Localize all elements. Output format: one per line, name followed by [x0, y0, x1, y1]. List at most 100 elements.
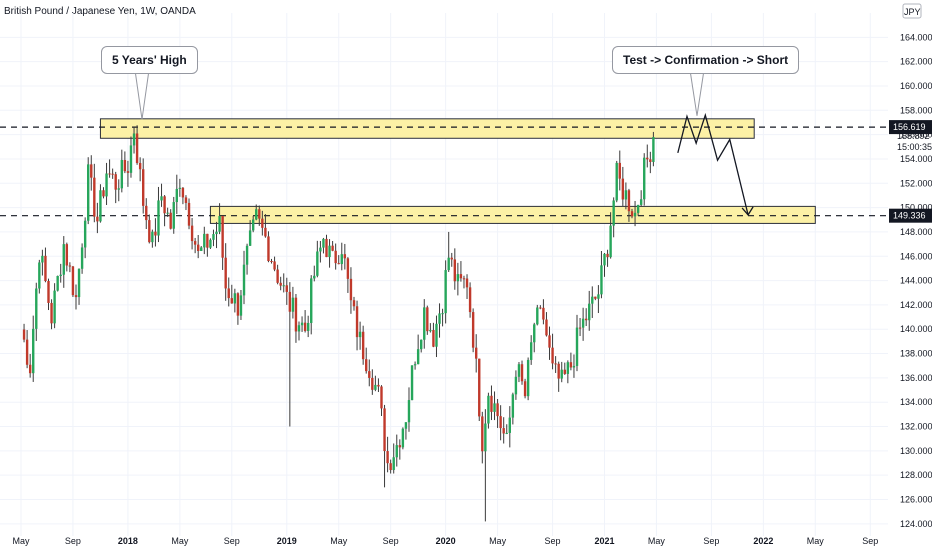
candle-body [566, 362, 570, 374]
chart-title: British Pound / Japanese Yen, 1W, OANDA [4, 6, 196, 17]
candle-body [154, 231, 157, 236]
y-tick-label: 156.000 [900, 130, 932, 140]
candle-body [395, 445, 398, 458]
candle-body [96, 216, 99, 222]
projection-path [134, 69, 754, 216]
candle-body [80, 247, 84, 269]
candle-body [203, 233, 206, 248]
candle-body [151, 231, 154, 243]
candle-body [123, 159, 127, 172]
y-tick-label: 140.000 [900, 324, 932, 334]
price-axis[interactable]: 124.000 126.000 128.000 130.000 132.000 134.0… [889, 3, 932, 529]
candle-body [90, 164, 93, 178]
x-tick-label: Sep [545, 536, 561, 546]
x-tick-label: 2022 [753, 536, 773, 546]
candle-body [569, 362, 573, 368]
candle-body [285, 285, 288, 292]
candle-body [380, 386, 383, 409]
y-tick-label: 130.000 [900, 446, 932, 456]
candle-body [306, 322, 310, 331]
candle-body [361, 331, 365, 360]
candle-body [429, 330, 432, 332]
candle-body [404, 422, 408, 429]
y-tick-label: 126.000 [900, 495, 932, 505]
y-tick-label: 158.000 [900, 105, 932, 115]
x-tick-label: 2018 [118, 536, 138, 546]
candle-body [533, 324, 536, 343]
candle-body [331, 245, 334, 251]
candle-body [255, 209, 258, 220]
candle-body [288, 291, 292, 312]
candle-body [468, 287, 472, 313]
current-price-label: 155.892 [897, 131, 930, 141]
candle-body [371, 377, 374, 390]
candle-body [28, 364, 32, 374]
candle-body [251, 219, 255, 231]
candle-body [212, 234, 215, 240]
candle-body [87, 164, 90, 221]
candle-body [563, 369, 566, 374]
candle-body [526, 359, 530, 397]
candle-body [444, 270, 447, 314]
candle-body [233, 293, 237, 304]
candle-body [215, 231, 218, 235]
candle-body [93, 177, 96, 217]
candle-body [545, 319, 548, 336]
x-tick-label: May [330, 536, 348, 546]
candle-body [297, 325, 301, 332]
candle-body [276, 269, 279, 283]
candle-body [264, 227, 267, 237]
candle-body [615, 162, 618, 201]
plan-callout: Test -> Confirmation -> Short [612, 46, 800, 74]
candle-body [618, 162, 621, 179]
candle-body [242, 264, 246, 296]
candle-body [578, 327, 582, 329]
currency-label: JPY [904, 7, 921, 17]
candle-body [413, 364, 417, 366]
candle-body [462, 278, 466, 280]
candle-body [548, 335, 551, 348]
candle-body [145, 205, 148, 221]
candle-body [114, 174, 117, 190]
candle-body [643, 157, 646, 200]
candle-body [600, 265, 603, 295]
candle-body [508, 417, 511, 433]
candle-body [438, 313, 441, 324]
candle-body [132, 133, 136, 146]
candle-body [65, 244, 69, 266]
currency-badge [902, 3, 922, 19]
candle-body [239, 295, 243, 316]
countdown-label: 15:00:35 [897, 142, 932, 152]
candle-body [310, 278, 313, 323]
candle-body [511, 394, 515, 418]
candle-body [44, 255, 47, 282]
y-tick-label: 150.000 [900, 203, 932, 213]
time-axis[interactable]: May Sep 2018 May Sep 2019 May Sep 2020 May Sep 2021… [12, 536, 878, 546]
y-tick-label: 164.000 [900, 32, 932, 42]
x-tick-label: Sep [224, 536, 240, 546]
x-tick-label: May [489, 536, 507, 546]
candle-body [410, 365, 414, 401]
candle-body [267, 236, 270, 262]
candle-body [383, 408, 386, 452]
candle-body [227, 288, 230, 299]
candle-body [187, 202, 191, 226]
candle-body [517, 364, 521, 377]
candle-body [22, 329, 26, 340]
candle-body [624, 190, 628, 200]
y-tick-label: 152.000 [900, 178, 932, 188]
candle-body [99, 190, 102, 222]
candle-body [41, 255, 44, 263]
candle-body [313, 275, 316, 279]
candle-body [502, 428, 505, 434]
candle-body [62, 244, 65, 275]
candle-body [135, 133, 139, 163]
candle-body [294, 297, 298, 332]
candle-body [328, 245, 331, 258]
candle-body [374, 384, 377, 390]
candle-body [25, 339, 29, 365]
candle-body [261, 218, 264, 228]
five-year-high-callout: 5 Years' High [101, 46, 198, 74]
x-tick-label: 2019 [277, 536, 297, 546]
